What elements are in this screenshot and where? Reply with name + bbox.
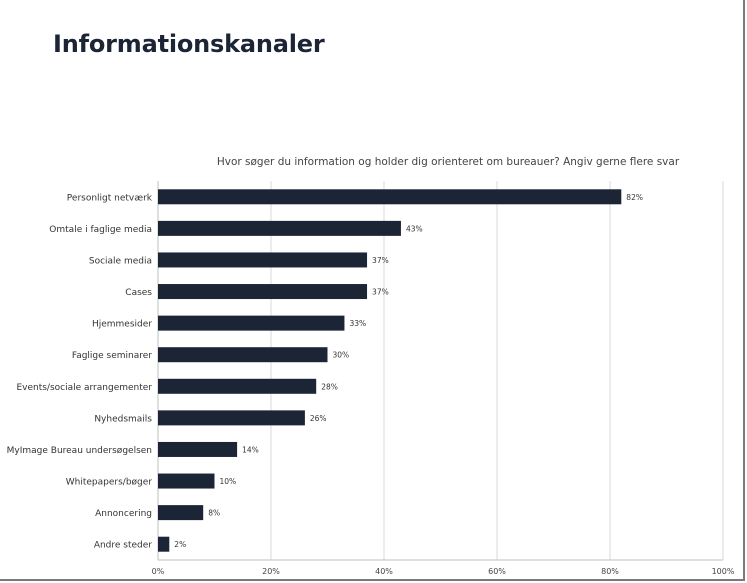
category-label: Omtale i faglige media [49, 225, 152, 235]
value-label: 14% [242, 445, 259, 454]
value-label: 37% [372, 256, 389, 265]
category-label: Whitepapers/bøger [66, 478, 153, 488]
value-label: 28% [321, 382, 338, 391]
bar [158, 189, 622, 205]
bar [158, 315, 345, 331]
x-tick-label: 80% [601, 567, 619, 576]
bar [158, 347, 328, 363]
x-tick-label: 100% [712, 567, 735, 576]
x-tick-label: 20% [262, 567, 280, 576]
category-label: Andre steder [94, 541, 152, 551]
category-label: Hjemmesider [92, 320, 152, 330]
value-label: 82% [626, 193, 643, 202]
category-label: MyImage Bureau undersøgelsen [7, 446, 152, 456]
category-label: Personligt netværk [67, 193, 153, 203]
value-label: 10% [220, 477, 237, 486]
value-label: 33% [349, 319, 366, 328]
bar [158, 378, 317, 394]
bar [158, 536, 170, 552]
category-label: Events/sociale arrangementer [16, 383, 152, 393]
x-tick-label: 60% [488, 567, 506, 576]
chart-title: Hvor søger du information og holder dig … [216, 156, 680, 168]
category-label: Nyhedsmails [94, 414, 152, 424]
bar [158, 473, 215, 489]
bar [158, 284, 368, 300]
bar [158, 252, 368, 268]
value-label: 26% [310, 414, 327, 423]
category-label: Annoncering [95, 509, 152, 519]
x-tick-label: 0% [152, 567, 165, 576]
bar [158, 410, 305, 426]
bar [158, 220, 401, 236]
bar [158, 441, 238, 457]
value-label: 43% [406, 224, 423, 233]
x-tick-label: 40% [375, 567, 393, 576]
value-label: 37% [372, 288, 389, 297]
category-label: Cases [125, 288, 152, 298]
bar [158, 505, 204, 521]
value-label: 2% [174, 540, 186, 549]
page-title: Informationskanaler [53, 30, 325, 58]
value-label: 8% [208, 509, 220, 518]
category-label: Sociale media [89, 256, 152, 266]
category-label: Faglige seminarer [72, 351, 152, 361]
value-label: 30% [333, 351, 350, 360]
